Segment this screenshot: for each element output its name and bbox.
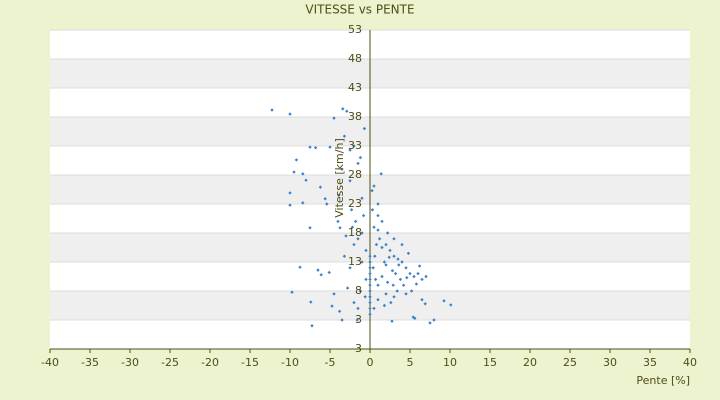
x-tick-label: 25	[563, 356, 577, 369]
x-tick-label: 40	[683, 356, 697, 369]
point	[406, 251, 411, 255]
point	[301, 172, 305, 176]
y-tick-label: 3	[355, 313, 362, 326]
y-tick-label: 53	[348, 23, 362, 36]
y-tick-label: 33	[348, 139, 362, 152]
x-tick-label: 0	[367, 356, 374, 369]
point	[337, 193, 341, 197]
point	[325, 202, 329, 206]
x-tick-label: 10	[443, 356, 457, 369]
point	[345, 109, 349, 113]
point	[342, 134, 347, 138]
chart-title: VITESSE vs PENTE	[305, 3, 414, 17]
point	[318, 185, 323, 189]
y-tick-label: 18	[348, 226, 362, 239]
y-axis-label: Vitesse [km/h]	[333, 138, 346, 218]
x-tick-label: 20	[523, 356, 537, 369]
y-tick-label: 13	[348, 255, 362, 268]
x-tick-label: -20	[201, 356, 219, 369]
point	[294, 158, 299, 162]
x-tick-label: -35	[81, 356, 99, 369]
x-tick-label: -30	[121, 356, 139, 369]
y-tick-label: 3	[355, 342, 362, 355]
point	[370, 208, 375, 212]
x-tick-label: 30	[603, 356, 617, 369]
point	[350, 225, 355, 229]
y-tick-label: 28	[348, 168, 362, 181]
x-axis-label: Pente [%]	[636, 374, 690, 387]
point	[301, 201, 305, 205]
point	[288, 112, 292, 116]
y-tick-label: 43	[348, 81, 362, 94]
point	[358, 155, 363, 160]
point	[362, 126, 367, 131]
x-tick-label: 15	[483, 356, 497, 369]
x-tick-label: -40	[41, 356, 59, 369]
x-tick-label: -25	[161, 356, 179, 369]
x-tick-label: -5	[325, 356, 336, 369]
x-tick-label: 5	[407, 356, 414, 369]
x-tick-label: -15	[241, 356, 259, 369]
point	[374, 242, 379, 247]
point	[341, 107, 345, 111]
y-tick-label: 48	[348, 52, 362, 65]
y-tick-label: 23	[348, 197, 362, 210]
x-tick-label: -10	[281, 356, 299, 369]
x-tick-label: 35	[643, 356, 657, 369]
y-tick-label: 8	[355, 284, 362, 297]
y-tick-label: 38	[348, 110, 362, 123]
